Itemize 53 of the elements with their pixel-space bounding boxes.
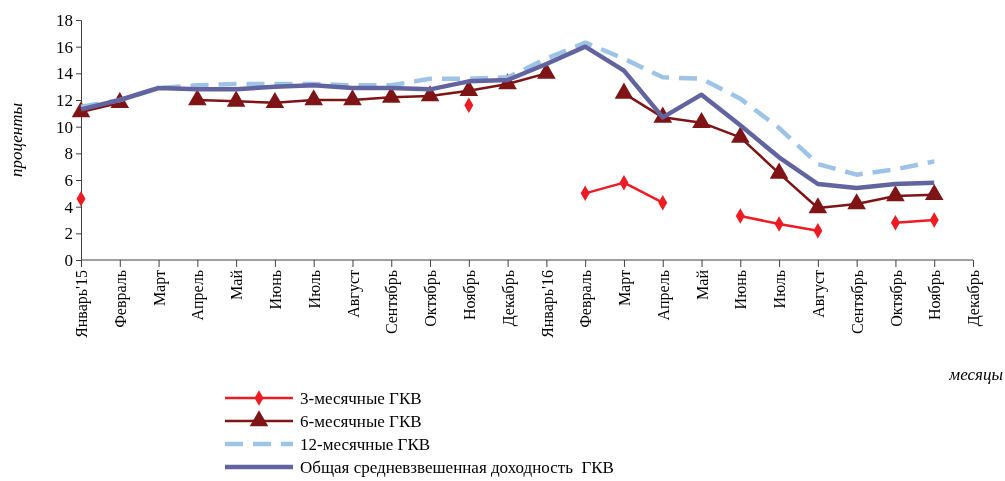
- x-tick-label: Май: [228, 269, 246, 300]
- x-tick-label: Декабрь: [499, 270, 518, 327]
- x-tick-label: Апрель: [654, 270, 673, 321]
- y-tick-label: 8: [64, 144, 73, 164]
- x-tick-label: Март: [150, 269, 169, 307]
- x-tick-label: Февраль: [111, 270, 130, 328]
- y-tick-label: 18: [56, 10, 73, 30]
- x-tick-label: Август: [344, 269, 363, 318]
- point: [304, 89, 323, 106]
- x-tick-label: Январь'15: [73, 270, 92, 338]
- legend-label: Общая средневзвешенная доходность ГКВ: [300, 457, 614, 477]
- x-tick-label: Октябрь: [422, 270, 441, 327]
- y-tick-label: 10: [56, 117, 73, 137]
- x-tick-label: Август: [809, 269, 828, 318]
- x-tick-label: Июль: [305, 270, 323, 309]
- point: [808, 197, 828, 214]
- x-tick-label: Апрель: [189, 270, 208, 321]
- legend-label: 6-месячные ГКВ: [300, 411, 422, 431]
- x-tick-label: Июнь: [732, 270, 750, 310]
- legend-label: 3-месячные ГКВ: [300, 388, 422, 408]
- point: [731, 126, 750, 143]
- x-tick-label: Сентябрь: [848, 270, 867, 335]
- x-tick-label: Октябрь: [887, 270, 906, 327]
- legend-label: 12-месячные ГКВ: [300, 434, 431, 454]
- x-tick-label: Июнь: [267, 270, 285, 310]
- y-tick-label: 0: [64, 250, 73, 270]
- point: [343, 89, 362, 106]
- x-tick-label: Январь'16: [538, 270, 557, 338]
- y-tick-label: 4: [64, 197, 74, 217]
- x-tick-label: Сентябрь: [383, 270, 402, 335]
- y-tick-label: 16: [56, 37, 73, 57]
- y-tick-label: 14: [56, 64, 74, 84]
- x-tick-label: Июль: [771, 270, 789, 309]
- point: [188, 89, 207, 106]
- x-tick-label: Декабрь: [965, 270, 984, 327]
- point: [886, 185, 905, 202]
- point: [226, 90, 246, 107]
- x-axis-title: месяцы: [948, 365, 1003, 384]
- y-tick-label: 2: [64, 224, 73, 244]
- x-tick-label: Март: [616, 269, 635, 307]
- point: [769, 162, 789, 179]
- x-tick-label: Май: [693, 269, 711, 300]
- y-tick-label: 6: [64, 170, 73, 190]
- x-tick-label: Ноябрь: [460, 270, 479, 321]
- y-axis-title: проценты: [7, 102, 26, 178]
- point: [924, 183, 944, 201]
- point: [614, 82, 634, 99]
- point: [692, 111, 711, 129]
- point: [265, 91, 285, 109]
- x-tick-label: Ноябрь: [926, 270, 945, 321]
- y-tick-label: 12: [56, 90, 73, 110]
- point: [847, 193, 866, 210]
- x-tick-label: Февраль: [577, 270, 596, 328]
